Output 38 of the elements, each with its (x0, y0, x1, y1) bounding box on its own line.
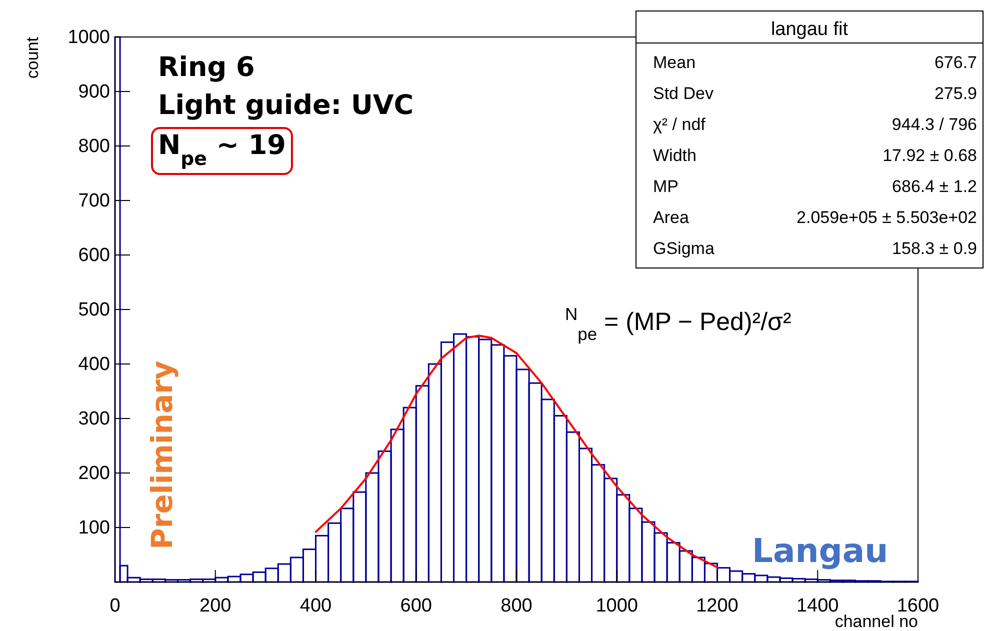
y-tick-label: 200 (78, 463, 110, 484)
annotation: langau fit (770, 19, 849, 40)
y-tick-label: 400 (78, 354, 110, 376)
annotation: Width (653, 146, 696, 165)
annotation: 686.4 ± 1.2 (892, 177, 977, 196)
y-tick-label: 900 (78, 82, 110, 103)
annotation: 944.3 / 796 (892, 115, 977, 134)
annotation: Std Dev (653, 84, 714, 103)
annotation: 2.059e+05 ± 5.503e+02 (796, 208, 977, 227)
annotation: Light guide: UVC (158, 90, 414, 121)
annotation: Ring 6 (158, 52, 255, 83)
annotation: Mean (653, 53, 696, 72)
x-tick-label: 400 (300, 595, 332, 616)
annotation: 17.92 ± 0.68 (882, 146, 977, 165)
x-tick-label: 1000 (596, 595, 638, 616)
annotation: 158.3 ± 0.9 (892, 239, 977, 258)
annotation: Preliminary (145, 360, 179, 550)
text: 275.9 (934, 84, 977, 103)
y-tick-label: 100 (78, 518, 110, 539)
annotation: N$_{pe}$ ~ 19 (158, 130, 286, 170)
annotation: χ² / ndf (653, 115, 706, 134)
y-axis-title: count (23, 36, 42, 79)
x-tick-label: 600 (400, 595, 432, 616)
y-tick-label: 300 (78, 408, 110, 430)
x-tick-label: 0 (110, 595, 120, 616)
y-tick-label: 1000 (68, 27, 110, 48)
annotation: Langau (752, 531, 888, 570)
text: 676.7 (934, 53, 977, 72)
annotation: Area (653, 208, 690, 227)
y-tick-label: 500 (78, 300, 110, 321)
annotation: GSigma (653, 239, 715, 258)
x-tick-label: 1200 (696, 595, 738, 616)
y-tick-label: 600 (78, 245, 110, 266)
x-tick-label: 800 (500, 595, 532, 616)
x-tick-label: 200 (200, 595, 232, 616)
y-tick-label: 700 (78, 190, 110, 212)
annotation: MP (653, 177, 678, 196)
y-tick-label: 800 (78, 136, 110, 158)
